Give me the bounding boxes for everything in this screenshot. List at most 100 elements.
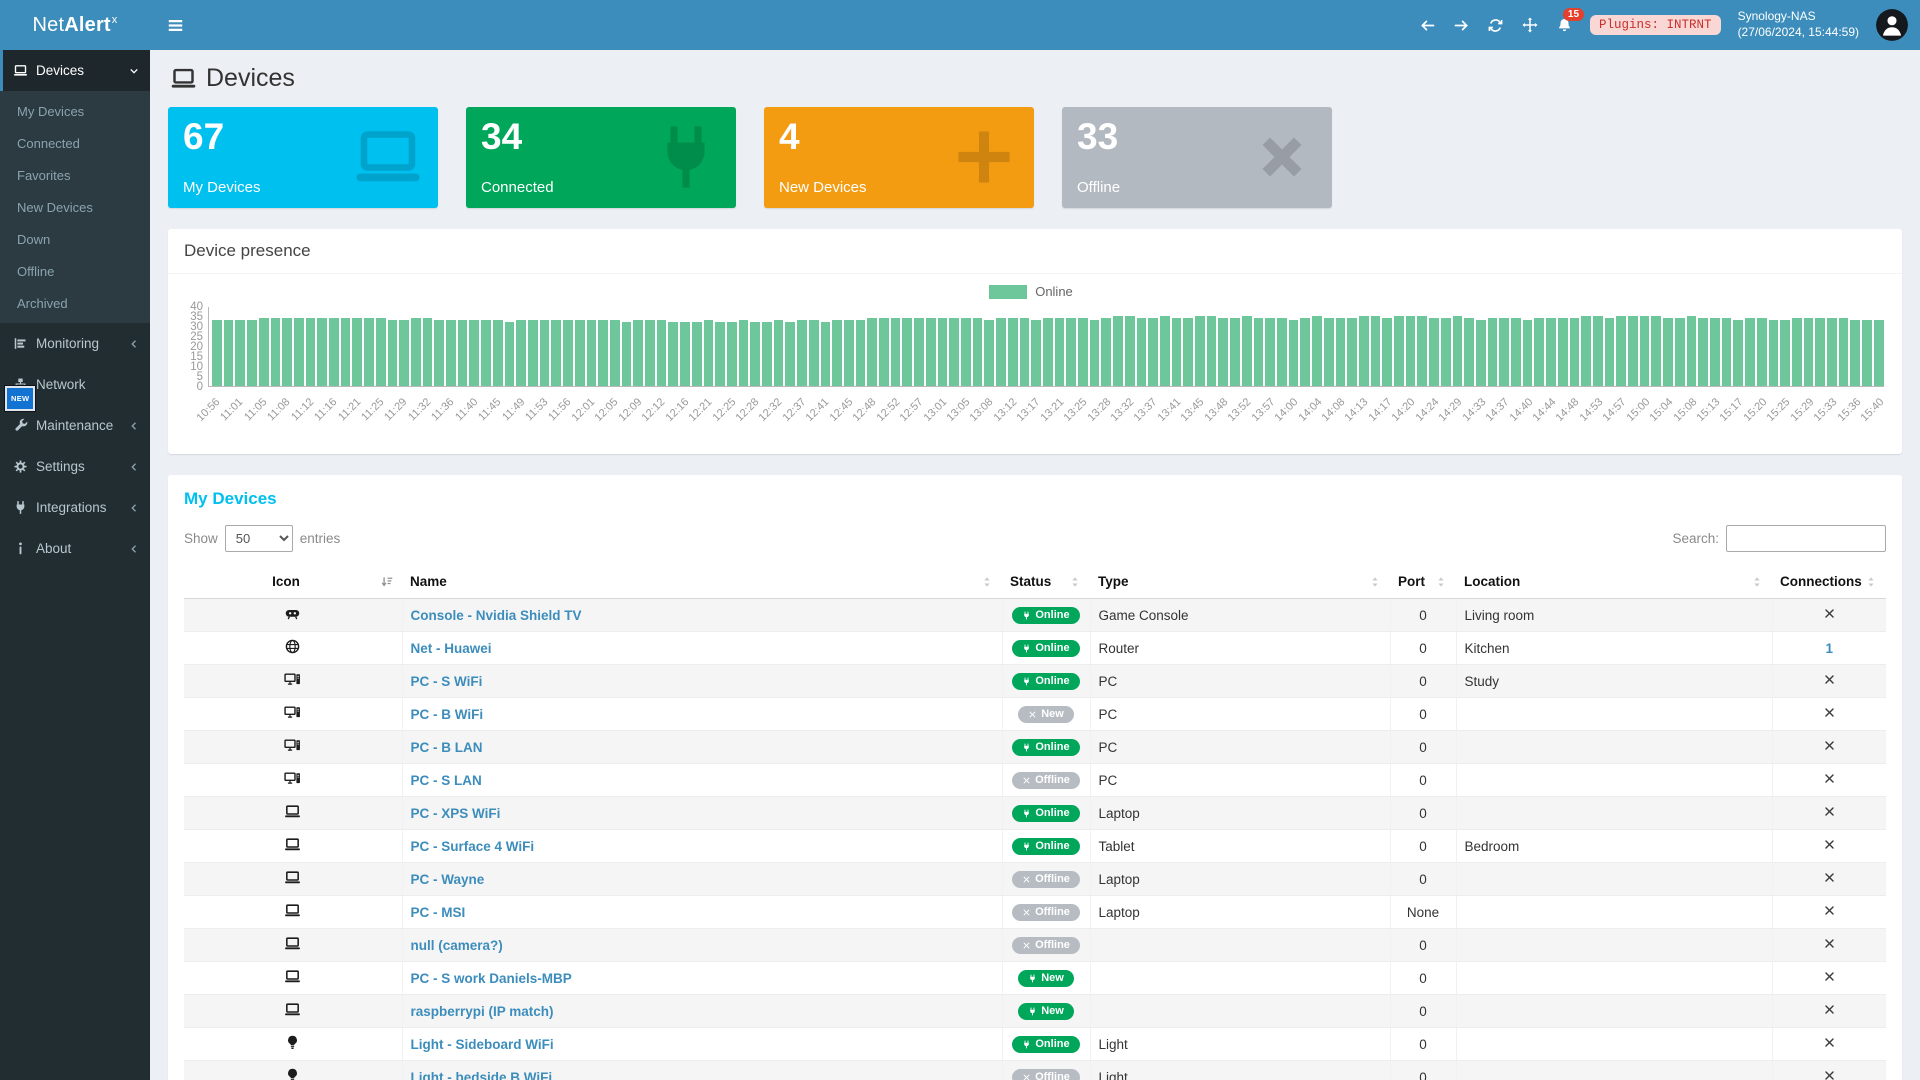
status-badge: Online [1012, 672, 1080, 690]
device-location [1455, 862, 1772, 896]
sidebar-item-down[interactable]: Down [17, 231, 51, 247]
topbar-right: 15 Plugins: INTRNT Synology-NAS (27/06/2… [1419, 7, 1908, 41]
chart-bar [1195, 316, 1205, 386]
page-length-select[interactable]: 50 [224, 525, 293, 552]
sidebar-item-monitoring[interactable]: Monitoring [0, 323, 150, 364]
no-connection-icon [1823, 805, 1836, 818]
device-name-link[interactable]: PC - B LAN [410, 739, 483, 755]
refresh-button[interactable] [1487, 17, 1504, 34]
presence-chart: Online 0 5 10 15 20 25 30 35 40 10:56 11:01 11:05 1… [168, 274, 1902, 454]
device-name-link[interactable]: PC - Surface 4 WiFi [410, 838, 535, 854]
move-button[interactable] [1521, 16, 1539, 34]
device-type: PC [1089, 763, 1390, 797]
connections-link[interactable]: 1 [1825, 640, 1833, 656]
column-header-type[interactable]: Type [1090, 565, 1390, 599]
column-header-port[interactable]: Port [1390, 565, 1456, 599]
laptop-icon [352, 121, 424, 198]
chart-bar [1288, 320, 1299, 386]
device-name-link[interactable]: PC - B WiFi [410, 706, 484, 722]
forward-button[interactable] [1453, 17, 1470, 34]
card-new-devices[interactable]: 4 New Devices [764, 107, 1034, 208]
notifications-bell[interactable]: 15 [1556, 7, 1585, 34]
device-type: PC [1089, 664, 1390, 698]
card-my-devices[interactable]: 67 My Devices [168, 107, 438, 208]
chart-bar [422, 318, 433, 386]
sidebar-item-devices[interactable]: Devices [0, 50, 150, 91]
plugins-status-badge[interactable]: Plugins: INTRNT [1590, 15, 1721, 35]
sidebar-item-favorites[interactable]: Favorites [17, 167, 71, 183]
y-axis-tick: 25 [190, 330, 203, 343]
sidebar-item-connected[interactable]: Connected [17, 135, 80, 151]
device-name-link[interactable]: PC - XPS WiFi [410, 805, 501, 821]
device-type: Game Console [1089, 598, 1390, 632]
column-header-name[interactable]: Name [402, 565, 1002, 599]
device-name-link[interactable]: PC - S WiFi [410, 673, 483, 689]
chart-bar [1007, 318, 1018, 386]
app-logo[interactable]: NetAlertx [0, 0, 150, 50]
sidebar-item-settings[interactable]: Settings [0, 446, 150, 487]
arrow-right-icon [1453, 17, 1470, 34]
arrow-left-icon [1419, 17, 1436, 34]
column-header-connections[interactable]: Connections [1772, 565, 1886, 599]
device-name-link[interactable]: null (camera?) [410, 937, 503, 953]
column-header-location[interactable]: Location [1456, 565, 1772, 599]
show-label: Show [184, 531, 218, 546]
device-name-link[interactable]: PC - S LAN [410, 772, 482, 788]
card-value: 34 [481, 116, 523, 157]
chart-bar [1475, 320, 1486, 386]
card-offline[interactable]: 33 Offline [1062, 107, 1332, 208]
device-name-link[interactable]: Light - Sideboard WiFi [410, 1036, 554, 1052]
status-badge: Online [1012, 837, 1080, 855]
chart-bar [1534, 318, 1545, 386]
device-port: 0 [1389, 862, 1456, 896]
sidebar-item-about[interactable]: About [0, 528, 150, 569]
device-type: Light [1089, 1060, 1390, 1080]
device-name-link[interactable]: PC - MSI [410, 904, 466, 920]
sidebar-item-archived[interactable]: Archived [17, 295, 68, 311]
sidebar-item-label: Devices [36, 63, 85, 78]
chart-bar [890, 318, 901, 386]
sidebar-toggle-button[interactable] [166, 16, 185, 35]
search-input[interactable] [1726, 525, 1886, 552]
chart-bar [1768, 320, 1779, 386]
sidebar-item-maintenance[interactable]: Maintenance [0, 405, 150, 446]
chart-bar [996, 318, 1006, 386]
device-name-link[interactable]: PC - S work Daniels-MBP [410, 970, 572, 986]
back-button[interactable] [1419, 17, 1436, 34]
column-header-status[interactable]: Status [1002, 565, 1090, 599]
logo-text: NetAlertx [32, 13, 118, 36]
search-label: Search: [1672, 531, 1719, 546]
chart-bar [1101, 318, 1112, 386]
sidebar-item-offline[interactable]: Offline [17, 263, 55, 279]
chart-icon [13, 336, 28, 351]
device-name-link[interactable]: PC - Wayne [410, 871, 485, 887]
wrench-icon [13, 418, 28, 433]
sidebar-item-integrations[interactable]: Integrations [0, 487, 150, 528]
user-avatar[interactable] [1876, 9, 1908, 41]
chart-bar [293, 318, 304, 386]
device-name-link[interactable]: Light - bedside B WiFi [410, 1069, 553, 1080]
device-name-link[interactable]: Console - Nvidia Shield TV [410, 607, 582, 623]
chart-bar [1569, 318, 1580, 386]
chart-bar [1347, 318, 1357, 386]
device-laptop-icon [284, 935, 301, 952]
device-name-link[interactable]: Net - Huawei [410, 640, 492, 656]
sidebar-item-my-devices[interactable]: My Devices [17, 103, 85, 119]
chart-bar [574, 320, 585, 386]
device-name-link[interactable]: raspberrypi (IP match) [410, 1003, 554, 1019]
times-icon [1246, 121, 1318, 198]
column-header-icon[interactable]: Icon [184, 565, 402, 599]
sort-icon [1434, 575, 1448, 589]
chart-bar [1733, 320, 1744, 386]
device-laptop-icon [284, 1001, 301, 1018]
sidebar-item-new-devices[interactable]: New Devices [17, 199, 93, 215]
device-location: Study [1455, 664, 1772, 698]
chart-bar [1628, 316, 1638, 386]
chart-bar [1054, 318, 1065, 386]
card-connected[interactable]: 34 Connected [466, 107, 736, 208]
chart-bar [925, 318, 936, 386]
device-port: 0 [1389, 994, 1456, 1028]
device-port: 0 [1389, 697, 1456, 731]
device-port: 0 [1389, 763, 1456, 797]
chart-bar [1265, 318, 1275, 386]
